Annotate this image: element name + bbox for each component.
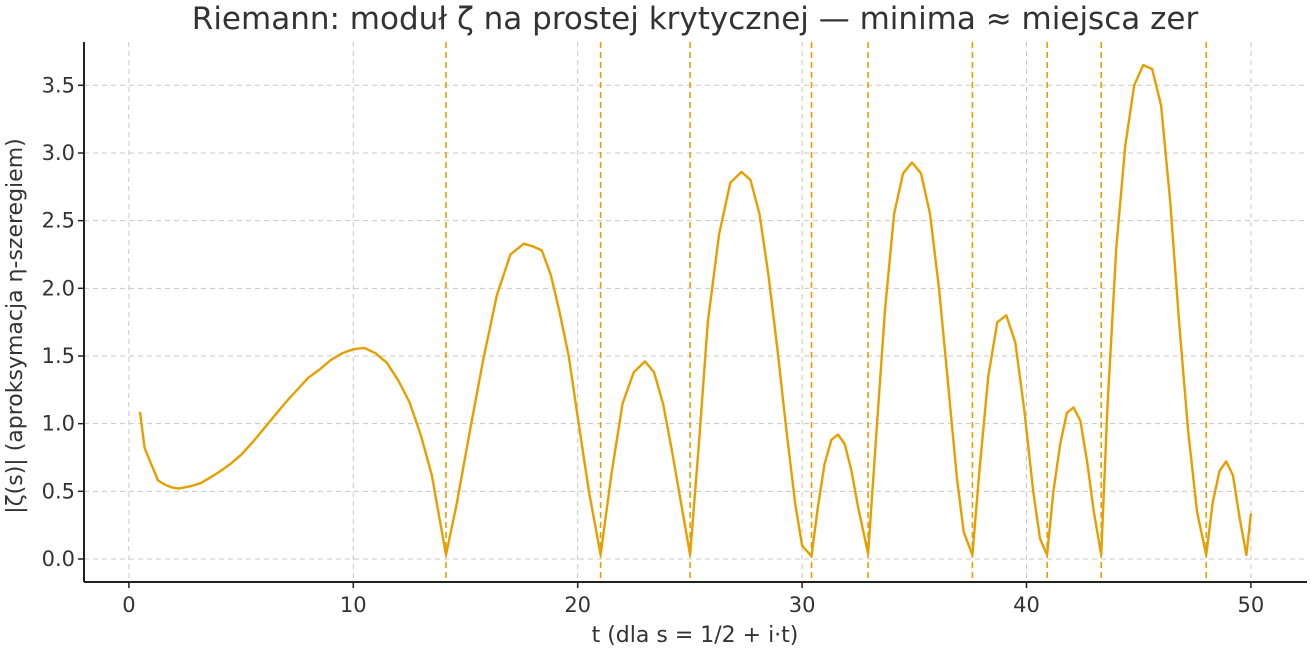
y-tick-label-1: 0.5 bbox=[42, 479, 75, 503]
series-line-0 bbox=[138, 63, 1253, 558]
y-tick-label-6: 3.0 bbox=[42, 141, 75, 165]
x-tick-label-3: 30 bbox=[789, 593, 816, 617]
y-axis-label: |ζ(s)| (aproksymacja η-szeregiem) bbox=[3, 138, 28, 513]
zero-markers bbox=[445, 42, 1208, 582]
y-tick-label-5: 2.5 bbox=[42, 209, 75, 233]
series-layer bbox=[138, 63, 1253, 558]
ticks: 0 10 20 30 40 50 0.0 0.5 1.0 1.5 2.0 2.5 3.0 3.5 bbox=[42, 73, 1265, 617]
x-tick-label-0: 0 bbox=[122, 593, 135, 617]
x-axis-label: t (dla s = 1/2 + i·t) bbox=[592, 623, 799, 648]
x-tick-label-1: 10 bbox=[340, 593, 367, 617]
x-tick-label-4: 40 bbox=[1013, 593, 1040, 617]
y-tick-label-7: 3.5 bbox=[42, 73, 75, 97]
y-tick-label-0: 0.0 bbox=[42, 547, 75, 571]
x-tick-label-2: 20 bbox=[564, 593, 591, 617]
x-tick-label-5: 50 bbox=[1238, 593, 1265, 617]
y-tick-label-3: 1.5 bbox=[42, 344, 75, 368]
y-tick-label-4: 2.0 bbox=[42, 276, 75, 300]
y-tick-label-2: 1.0 bbox=[42, 412, 75, 436]
chart-title: Riemann: moduł ζ na prostej krytycznej —… bbox=[192, 1, 1199, 37]
